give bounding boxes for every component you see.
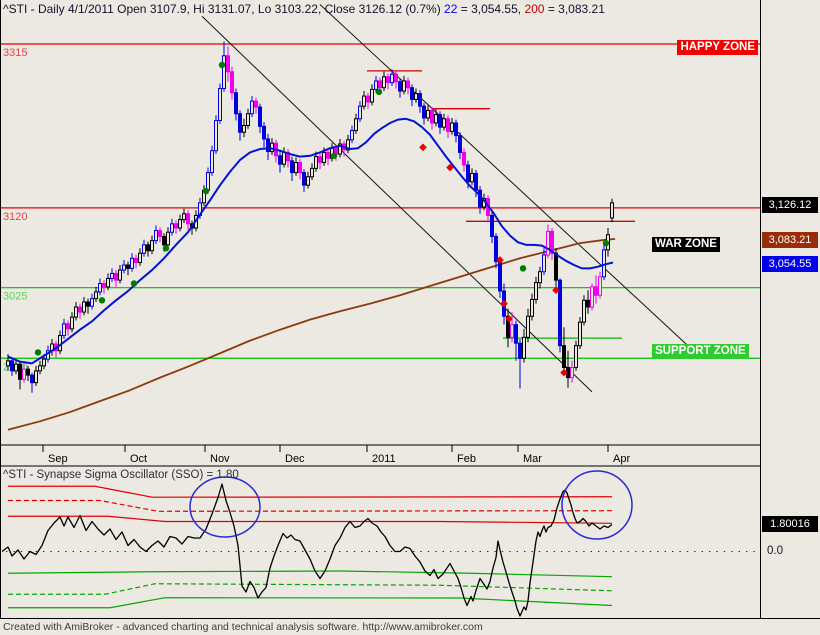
price-level-label: 3120	[3, 211, 27, 223]
title-segment: 200	[524, 2, 545, 16]
oscillator-value-tag: 1.80016	[762, 516, 818, 532]
x-axis-label: Nov	[210, 453, 230, 465]
x-axis-label: Feb	[457, 453, 476, 465]
war-zone-label: WAR ZONE	[652, 237, 720, 252]
happy-zone-label: HAPPY ZONE	[677, 40, 758, 55]
footer-credit: Created with AmiBroker - advanced charti…	[0, 618, 820, 635]
chart-title: ^STI - Daily 4/1/2011 Open 3107.9, Hi 31…	[3, 2, 605, 16]
title-segment: = 3,083.21	[544, 2, 605, 16]
price-level-label: 3315	[3, 47, 27, 59]
oscillator-zero-label: 0.0	[767, 545, 783, 557]
x-axis-label: 2011	[372, 453, 396, 465]
x-axis-label: Dec	[285, 453, 305, 465]
x-axis-label: Sep	[48, 453, 68, 465]
x-axis-label: Apr	[613, 453, 630, 465]
last-price-tag: 3,126.12	[762, 197, 818, 213]
ma200-price-tag: 3,083.21	[762, 232, 818, 248]
title-segment: = 3,054.55,	[457, 2, 525, 16]
x-axis-label: Mar	[523, 453, 542, 465]
title-segment: 22	[444, 2, 458, 16]
price-level-label: 3025	[3, 291, 27, 303]
x-axis-label: Oct	[130, 453, 147, 465]
title-segment: ^STI - Daily 4/1/2011 Open 3107.9, Hi 31…	[3, 2, 445, 16]
support-zone-label: SUPPORT ZONE	[652, 344, 749, 359]
oscillator-pane-title: ^STI - Synapse Sigma Oscillator (SSO) = …	[3, 469, 239, 481]
ma22-price-tag: 3,054.55	[762, 256, 818, 272]
